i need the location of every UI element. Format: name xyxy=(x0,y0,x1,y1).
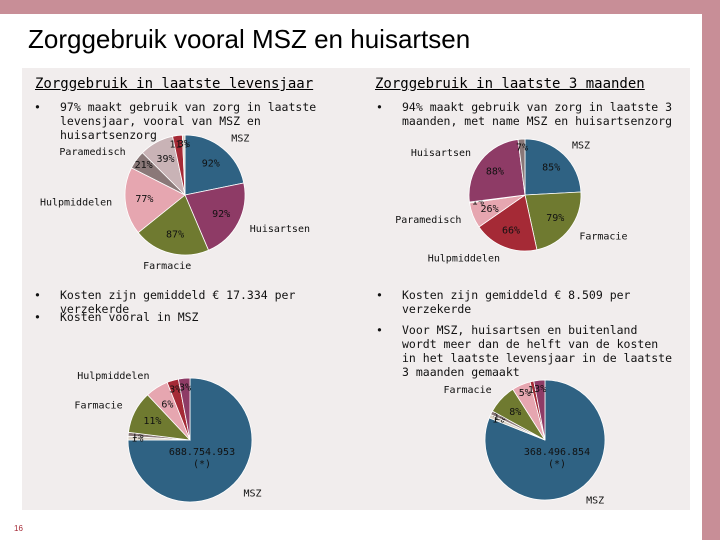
data-label: 11% xyxy=(143,416,161,427)
slice-label: MSZ xyxy=(243,488,261,499)
data-label: 92% xyxy=(212,209,230,220)
annotation: (*) xyxy=(548,459,566,470)
data-label: 3% xyxy=(179,383,191,394)
data-label: 8% xyxy=(509,407,521,418)
annotation: (*) xyxy=(193,459,211,470)
frame xyxy=(702,0,720,540)
data-label: 5% xyxy=(519,388,531,399)
slice-label: Hulpmiddelen xyxy=(428,254,500,265)
slice-label: Huisartsen xyxy=(411,148,471,159)
data-label: 85% xyxy=(542,162,560,173)
bullet: Voor MSZ, huisartsen en buitenland wordt… xyxy=(376,323,677,379)
pie-slice xyxy=(533,379,546,441)
annotation: 368.496.854 xyxy=(524,447,590,458)
pie-slice xyxy=(478,194,538,252)
pie-slice xyxy=(468,138,526,203)
data-label: 39% xyxy=(156,154,174,165)
slice-label: Hulpmiddelen xyxy=(40,198,112,209)
slice-label: Huisartsen xyxy=(250,224,310,235)
page-number: 16 xyxy=(14,524,23,533)
data-label: 77% xyxy=(135,194,153,205)
bullet: Kosten zijn gemiddeld € 8.509 per verzek… xyxy=(376,288,677,316)
data-label: 11% xyxy=(170,139,188,150)
pie-slice xyxy=(524,191,582,251)
slice-label: Paramedisch xyxy=(59,147,125,158)
data-label: 1% xyxy=(132,430,144,441)
slice-label: MSZ xyxy=(586,496,604,507)
data-label: 7% xyxy=(516,142,528,153)
data-label: 1% xyxy=(494,412,506,423)
pie-slice xyxy=(177,377,191,441)
bullet: Kosten vooral in MSZ xyxy=(34,310,360,324)
data-label: 88% xyxy=(486,167,504,178)
slice-label: Farmacie xyxy=(443,385,491,396)
data-label: 79% xyxy=(546,213,564,224)
column-heading: Zorggebruik in laatste 3 maanden xyxy=(375,76,645,92)
pie-slice xyxy=(184,134,245,196)
data-label: 3% xyxy=(534,384,546,395)
bullet: 97% maakt gebruik van zorg in laatste le… xyxy=(34,100,340,142)
data-label: 92% xyxy=(202,158,220,169)
bullet: 94% maakt gebruik van zorg in laatste 3 … xyxy=(376,100,687,128)
pie-slice xyxy=(184,182,246,251)
slice-label: Farmacie xyxy=(579,231,627,242)
data-label: 3% xyxy=(178,139,190,150)
data-label: 66% xyxy=(502,225,520,236)
slide-title: Zorggebruik vooral MSZ en huisartsen xyxy=(28,24,471,54)
pie-slice xyxy=(181,134,186,196)
slice-label: Farmacie xyxy=(74,401,122,412)
frame xyxy=(0,0,720,14)
slice-label: Hulpmiddelen xyxy=(77,371,149,382)
data-label: 21% xyxy=(135,160,153,171)
slice-label: Paramedisch xyxy=(395,215,461,226)
slice-label: Farmacie xyxy=(143,261,191,272)
column-heading: Zorggebruik in laatste levensjaar xyxy=(35,76,314,92)
data-label: 1% xyxy=(472,196,484,207)
pie-slice xyxy=(517,138,526,196)
slice-label: MSZ xyxy=(572,140,590,151)
pie-slice xyxy=(137,194,210,256)
annotation: 688.754.953 xyxy=(169,447,235,458)
pie-slice xyxy=(524,138,582,196)
data-label: 26% xyxy=(481,204,499,215)
data-label: 1% xyxy=(492,415,504,426)
pie-slice xyxy=(124,167,186,234)
data-label: 6% xyxy=(161,399,173,410)
data-label: 3% xyxy=(169,384,181,395)
slice-label: MSZ xyxy=(231,133,249,144)
data-label: 1% xyxy=(131,433,143,444)
data-label: 87% xyxy=(166,230,184,241)
data-label: 1% xyxy=(528,385,540,396)
